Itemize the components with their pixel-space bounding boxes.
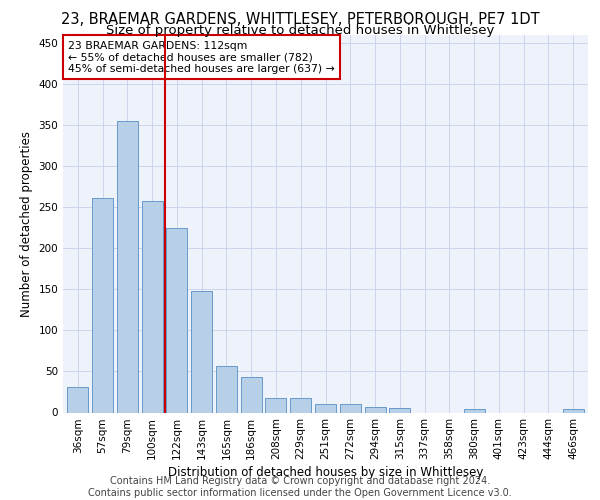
Y-axis label: Number of detached properties: Number of detached properties xyxy=(20,130,33,317)
Bar xyxy=(216,366,237,412)
Text: Size of property relative to detached houses in Whittlesey: Size of property relative to detached ho… xyxy=(106,24,494,37)
Bar xyxy=(241,377,262,412)
X-axis label: Distribution of detached houses by size in Whittlesey: Distribution of detached houses by size … xyxy=(168,466,483,479)
Bar xyxy=(563,409,584,412)
Bar xyxy=(464,409,485,412)
Bar xyxy=(315,404,336,412)
Bar xyxy=(191,291,212,412)
Bar xyxy=(92,198,113,412)
Bar xyxy=(265,398,286,412)
Bar xyxy=(166,228,187,412)
Bar xyxy=(290,398,311,412)
Bar xyxy=(117,121,138,412)
Text: 23 BRAEMAR GARDENS: 112sqm
← 55% of detached houses are smaller (782)
45% of sem: 23 BRAEMAR GARDENS: 112sqm ← 55% of deta… xyxy=(68,40,335,74)
Text: 23, BRAEMAR GARDENS, WHITTLESEY, PETERBOROUGH, PE7 1DT: 23, BRAEMAR GARDENS, WHITTLESEY, PETERBO… xyxy=(61,12,539,28)
Bar xyxy=(67,387,88,412)
Bar xyxy=(365,407,386,412)
Text: Contains HM Land Registry data © Crown copyright and database right 2024.
Contai: Contains HM Land Registry data © Crown c… xyxy=(88,476,512,498)
Bar xyxy=(142,201,163,412)
Bar xyxy=(340,404,361,412)
Bar xyxy=(389,408,410,412)
